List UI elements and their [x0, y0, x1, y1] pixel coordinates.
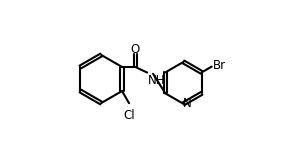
Text: Cl: Cl — [123, 109, 135, 122]
Text: Br: Br — [213, 59, 225, 72]
Text: NH: NH — [148, 74, 166, 87]
Text: O: O — [131, 43, 140, 56]
Text: N: N — [183, 97, 191, 109]
